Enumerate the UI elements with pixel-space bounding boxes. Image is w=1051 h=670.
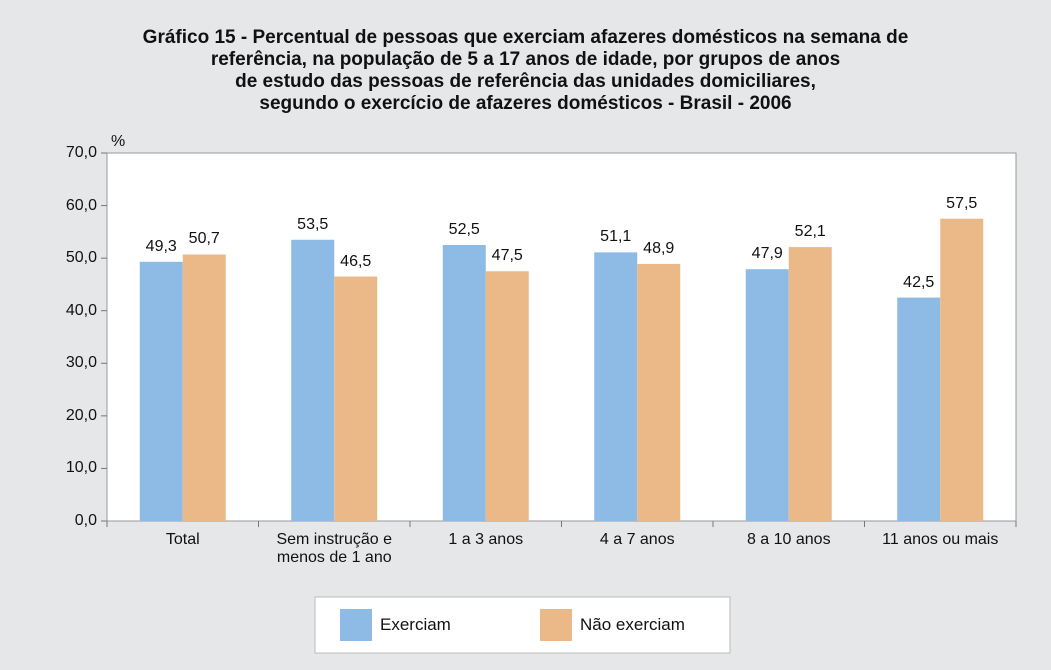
plot-area <box>106 152 1017 522</box>
bar <box>745 269 789 521</box>
y-tick-label: 0,0 <box>74 512 97 529</box>
bar <box>334 276 378 521</box>
bar <box>788 247 832 522</box>
x-tick-label: 4 a 7 anos <box>599 531 675 548</box>
chart-title: Gráfico 15 - Percentual de pessoas que e… <box>142 27 909 48</box>
chart-title: de estudo das pessoas de referência das … <box>235 71 816 92</box>
y-tick-label: 40,0 <box>65 301 97 319</box>
value-label: 52,1 <box>794 223 826 241</box>
bar <box>637 263 681 521</box>
bar <box>940 218 984 521</box>
legend-swatch <box>340 609 372 641</box>
value-label: 48,9 <box>643 239 675 257</box>
legend-swatch <box>540 609 572 641</box>
x-tick-label: Sem instrução e menos de 1 ano <box>276 531 393 566</box>
bar <box>897 297 941 521</box>
legend-label: Não exerciam <box>580 615 685 634</box>
value-label: 53,5 <box>297 215 329 233</box>
y-tick-label: 70,0 <box>65 144 97 161</box>
y-tick-label: 10,0 <box>65 459 97 477</box>
value-label: 42,5 <box>903 273 935 291</box>
bar <box>442 245 486 521</box>
bar <box>594 252 638 522</box>
bar <box>139 261 183 521</box>
bar <box>291 239 335 521</box>
value-label: 50,7 <box>188 230 220 248</box>
x-tick-label: 8 a 10 anos <box>746 531 831 548</box>
value-label: 51,1 <box>600 228 632 246</box>
y-tick-label: 30,0 <box>65 354 97 372</box>
x-tick-label: 1 a 3 anos <box>448 531 524 548</box>
y-tick-label: 20,0 <box>65 406 97 424</box>
value-label: 49,3 <box>145 237 177 255</box>
legend-box <box>314 596 731 654</box>
y-tick-label: 60,0 <box>65 196 97 214</box>
value-label: 47,9 <box>751 245 783 263</box>
chart-title: referência, na população de 5 a 17 anos … <box>210 49 841 70</box>
y-tick-label: 50,0 <box>65 249 97 267</box>
value-label: 46,5 <box>340 252 372 270</box>
bar <box>182 254 226 521</box>
legend-label: Exerciam <box>380 615 451 634</box>
x-tick-label: 11 anos ou mais <box>882 531 999 548</box>
bar <box>485 271 529 521</box>
x-tick-label: Total <box>165 531 200 548</box>
y-axis-label: % <box>111 133 126 150</box>
value-label: 52,5 <box>448 221 480 238</box>
value-label: 57,5 <box>946 194 978 212</box>
value-label: 47,5 <box>491 247 523 265</box>
chart-title: segundo o exercício de afazeres doméstic… <box>259 93 792 114</box>
